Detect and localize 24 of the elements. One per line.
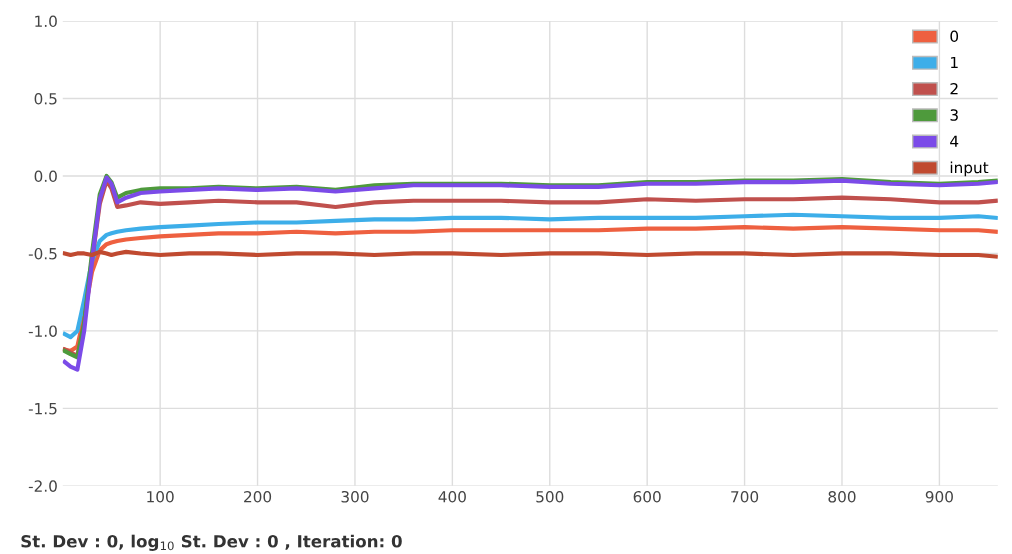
x-tick-label: 200 [244, 490, 272, 503]
y-tick-label: -2.0 [28, 480, 57, 492]
x-tick-label: 700 [731, 490, 759, 503]
y-tick-label: 1.0 [35, 15, 57, 28]
x-tick-label: 400 [438, 490, 466, 503]
legend-label: 0 [950, 30, 959, 43]
line-series [62, 212, 998, 340]
y-tick-label: 0.5 [34, 92, 57, 105]
legend-label: 4 [950, 135, 959, 147]
legend-label: 2 [950, 82, 958, 95]
x-tick-label: 800 [828, 490, 856, 503]
x-tick-label: 100 [147, 490, 174, 503]
x-tick-label: 900 [925, 490, 953, 503]
legend-label: input [950, 161, 989, 177]
legend-label: 1 [951, 56, 958, 69]
x-tick-label: 500 [536, 490, 564, 503]
y-tick-label: -1.0 [28, 325, 57, 337]
x-tick-label: 600 [633, 490, 661, 503]
x-tick-label: 300 [341, 490, 369, 503]
y-tick-label: 0.0 [34, 170, 57, 183]
text: St. Dev : 0, log$_{10}$ St. Dev : 0 , Iteration: 0 [21, 534, 402, 551]
y-tick-label: -0.5 [28, 247, 57, 260]
y-tick-label: -1.5 [28, 403, 57, 415]
legend-label: 3 [950, 109, 958, 121]
